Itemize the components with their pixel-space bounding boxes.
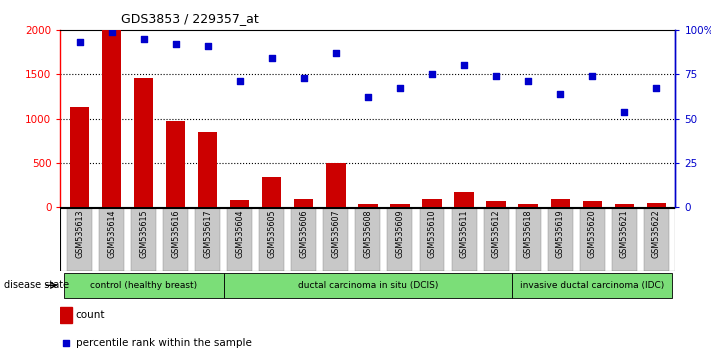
Text: GSM535622: GSM535622: [652, 210, 661, 258]
Point: [427, 72, 438, 77]
FancyBboxPatch shape: [611, 208, 636, 271]
Text: count: count: [76, 310, 105, 320]
FancyBboxPatch shape: [515, 208, 540, 271]
Point: [555, 91, 566, 97]
FancyBboxPatch shape: [196, 208, 220, 271]
Point: [106, 29, 117, 35]
Text: GSM535619: GSM535619: [555, 210, 565, 258]
FancyBboxPatch shape: [419, 208, 444, 271]
Point: [587, 73, 598, 79]
Text: GSM535608: GSM535608: [363, 210, 373, 258]
Text: GSM535618: GSM535618: [523, 210, 533, 258]
Bar: [294, 199, 314, 207]
FancyBboxPatch shape: [547, 208, 572, 271]
Text: GSM535615: GSM535615: [139, 210, 148, 258]
FancyBboxPatch shape: [451, 208, 476, 271]
Point: [459, 63, 470, 68]
Text: GSM535609: GSM535609: [395, 210, 405, 258]
FancyBboxPatch shape: [512, 273, 672, 298]
Bar: [262, 177, 282, 207]
Text: control (healthy breast): control (healthy breast): [90, 281, 197, 290]
Point: [362, 95, 373, 100]
FancyBboxPatch shape: [64, 273, 224, 298]
Bar: [166, 121, 186, 207]
Text: GSM535613: GSM535613: [75, 210, 84, 258]
FancyBboxPatch shape: [67, 208, 92, 271]
Point: [298, 75, 309, 81]
Point: [170, 41, 181, 47]
Text: GSM535610: GSM535610: [427, 210, 437, 258]
Text: percentile rank within the sample: percentile rank within the sample: [76, 338, 252, 348]
Bar: [422, 199, 442, 207]
Bar: [614, 205, 634, 207]
Bar: [70, 107, 90, 207]
FancyBboxPatch shape: [579, 208, 604, 271]
Point: [395, 86, 406, 91]
FancyBboxPatch shape: [292, 208, 316, 271]
Bar: [390, 204, 410, 207]
Bar: [198, 132, 218, 207]
Text: ductal carcinoma in situ (DCIS): ductal carcinoma in situ (DCIS): [298, 281, 438, 290]
Bar: [326, 163, 346, 207]
Point: [412, 223, 424, 229]
Text: GSM535621: GSM535621: [620, 210, 629, 258]
Bar: [582, 201, 602, 207]
Bar: [454, 192, 474, 207]
Text: GSM535611: GSM535611: [459, 210, 469, 258]
Text: GSM535614: GSM535614: [107, 210, 116, 258]
Point: [491, 73, 502, 79]
Point: [651, 86, 662, 91]
FancyBboxPatch shape: [356, 208, 380, 271]
FancyBboxPatch shape: [643, 208, 669, 271]
Text: GDS3853 / 229357_at: GDS3853 / 229357_at: [121, 12, 259, 25]
Bar: [102, 30, 122, 207]
Point: [266, 56, 277, 61]
Bar: [230, 200, 250, 207]
Text: GSM535616: GSM535616: [171, 210, 181, 258]
Bar: [60, 307, 72, 323]
FancyBboxPatch shape: [324, 208, 348, 271]
Text: GSM535604: GSM535604: [235, 210, 245, 258]
Bar: [486, 201, 506, 207]
FancyBboxPatch shape: [483, 208, 508, 271]
Bar: [518, 205, 538, 207]
Point: [619, 109, 630, 114]
Bar: [358, 205, 378, 207]
Point: [74, 40, 85, 45]
Text: disease state: disease state: [4, 280, 69, 290]
Text: invasive ductal carcinoma (IDC): invasive ductal carcinoma (IDC): [520, 281, 664, 290]
FancyBboxPatch shape: [387, 208, 412, 271]
Text: GSM535605: GSM535605: [267, 210, 277, 258]
Bar: [134, 78, 154, 207]
FancyBboxPatch shape: [164, 208, 188, 271]
FancyBboxPatch shape: [260, 208, 284, 271]
Point: [523, 79, 534, 84]
FancyBboxPatch shape: [100, 208, 124, 271]
Bar: [646, 202, 665, 207]
Text: GSM535617: GSM535617: [203, 210, 213, 258]
Text: GSM535606: GSM535606: [299, 210, 309, 258]
FancyBboxPatch shape: [228, 208, 252, 271]
Point: [138, 36, 149, 42]
Point: [234, 79, 245, 84]
Text: GSM535612: GSM535612: [491, 210, 501, 258]
Point: [202, 43, 213, 49]
FancyBboxPatch shape: [132, 208, 156, 271]
Text: GSM535607: GSM535607: [331, 210, 341, 258]
FancyBboxPatch shape: [224, 273, 512, 298]
Bar: [550, 199, 570, 207]
Text: GSM535620: GSM535620: [588, 210, 597, 258]
Point: [330, 50, 341, 56]
